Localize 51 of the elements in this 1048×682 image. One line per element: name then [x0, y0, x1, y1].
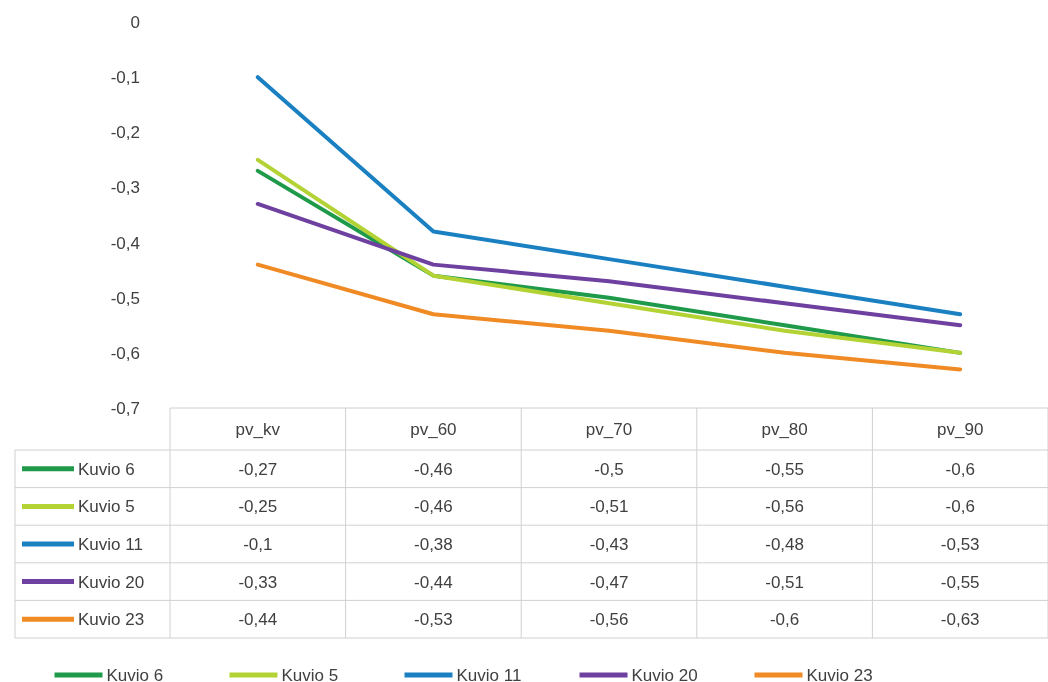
legend-label: Kuvio 11: [78, 534, 143, 554]
y-tick-label: -0,7: [110, 398, 140, 418]
text: Kuvio 6: [106, 665, 164, 682]
data-label: -0,46: [414, 459, 453, 479]
data-label: -0,56: [765, 497, 804, 517]
data-label: -0,63: [940, 610, 980, 630]
data-label: -0,46: [414, 497, 453, 517]
legend-label: Kuvio 5: [78, 497, 135, 517]
text: Kuvio 23: [806, 665, 873, 682]
y-tick-label: -0,2: [110, 123, 140, 143]
data-label: -0,25: [238, 497, 278, 517]
data-label: -0,6: [945, 459, 975, 479]
y-tick-label: -0,3: [110, 178, 140, 198]
y-tick-label: -0,1: [110, 68, 140, 88]
data-label: -0,6: [945, 497, 975, 517]
data-label: -0,53: [414, 610, 453, 630]
y-tick-label: -0,4: [110, 233, 140, 253]
data-label: -0,55: [940, 572, 980, 592]
y-tick-label: -0,6: [110, 343, 140, 363]
x-tick-label: pv_kv: [235, 419, 281, 439]
data-label: -0,5: [594, 459, 624, 479]
y-tick-label: 0: [130, 12, 140, 32]
text: Kuvio 20: [631, 665, 698, 682]
x-tick-label: pv_80: [761, 419, 808, 439]
line-series: [255, 75, 963, 317]
x-tick-label: pv_90: [937, 419, 984, 439]
data-label: -0,55: [765, 459, 804, 479]
legend-label: Kuvio 20: [78, 572, 145, 592]
line-series: [255, 201, 963, 328]
data-label: -0,27: [238, 459, 278, 479]
legend-label: Kuvio 6: [78, 459, 135, 479]
data-label: -0,6: [769, 610, 800, 630]
data-label: -0,44: [238, 610, 278, 630]
data-label: -0,33: [238, 572, 278, 592]
data-label: -0,47: [589, 572, 629, 592]
text: Kuvio 11: [456, 665, 522, 682]
data-label: -0,53: [940, 534, 980, 554]
data-label: -0,1: [243, 534, 273, 554]
x-tick-label: pv_70: [585, 419, 633, 439]
data-label: -0,51: [589, 497, 629, 517]
data-label: -0,56: [589, 610, 629, 630]
data-label: -0,48: [765, 534, 804, 554]
data-label: -0,44: [414, 572, 453, 592]
data-label: -0,43: [589, 534, 629, 554]
text: Kuvio 5: [281, 665, 339, 682]
line-series: [255, 262, 963, 372]
x-tick-label: pv_60: [410, 419, 457, 439]
data-label: -0,51: [765, 572, 804, 592]
y-tick-label: -0,5: [110, 288, 140, 308]
data-label: -0,38: [414, 534, 453, 554]
legend-label: Kuvio 23: [78, 610, 145, 630]
